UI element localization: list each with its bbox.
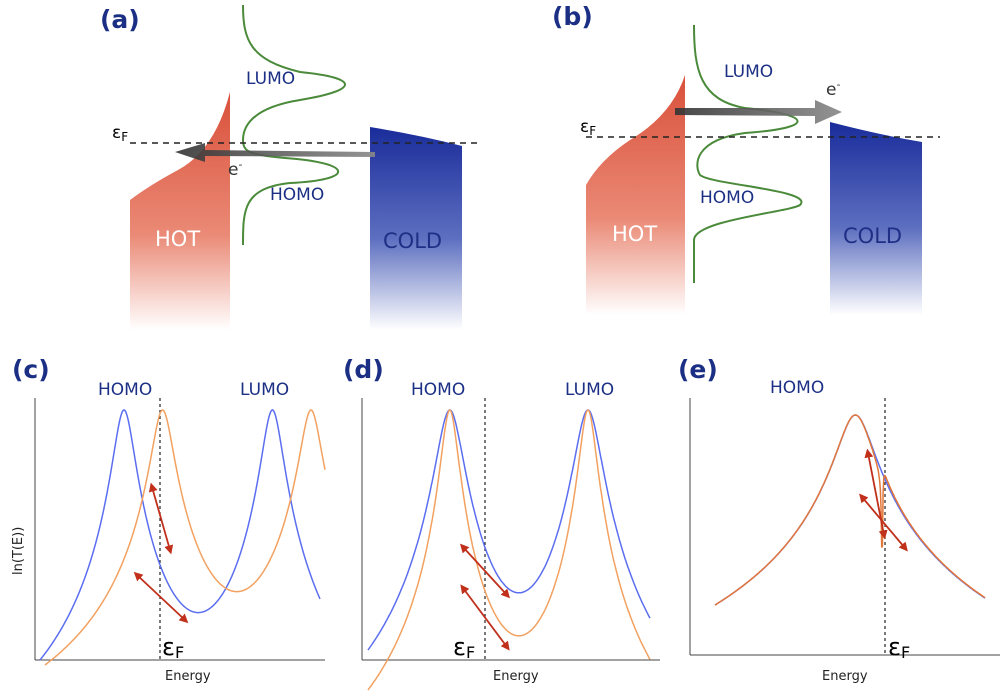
arrow-d-lower <box>460 584 510 651</box>
curve-blue-c <box>39 409 321 661</box>
cold-label-b: COLD <box>843 224 902 248</box>
fermi-label-d: εF <box>453 633 475 662</box>
panel-c-label: (c) <box>12 355 50 384</box>
fermi-label-c: εF <box>162 633 184 662</box>
electron-arrow-a <box>175 143 375 162</box>
lumo-label-a: LUMO <box>246 69 295 89</box>
hot-electrode-b <box>586 75 685 315</box>
hot-label-b: HOT <box>612 222 657 246</box>
arrow-c-upper <box>148 482 174 555</box>
homo-label-d: HOMO <box>411 380 465 400</box>
panel-a: (a) LUMO HOMO εF e- HOT COLD <box>100 4 480 330</box>
curve-orange-e <box>714 414 986 606</box>
panel-d: (d) Energy HOMO LUMO εF <box>343 355 660 691</box>
lumo-label-b: LUMO <box>724 62 773 82</box>
cold-electrode-a <box>370 127 462 330</box>
panel-b: (b) LUMO HOMO εF e- HOT COLD <box>552 2 940 315</box>
hot-label-a: HOT <box>155 227 200 251</box>
homo-label-c: HOMO <box>98 380 152 400</box>
molecular-orbital-curve-b <box>693 24 803 283</box>
lumo-label-d: LUMO <box>565 380 614 400</box>
panel-c: (c) ln(T(E)) Energy HOMO LUMO εF <box>11 355 326 684</box>
y-axis-label: ln(T(E)) <box>11 527 26 575</box>
x-axis-label-e: Energy <box>822 669 868 684</box>
arrow-e-shallow <box>859 493 908 552</box>
fermi-label-b: εF <box>580 117 596 138</box>
hot-electrode-a <box>130 92 230 330</box>
homo-label-e: HOMO <box>770 378 824 398</box>
cold-label-a: COLD <box>383 229 442 253</box>
panel-a-label: (a) <box>100 5 140 34</box>
x-axis-label-d: Energy <box>493 669 539 684</box>
panel-e-label: (e) <box>678 355 718 384</box>
panel-e: (e) Energy HOMO εF <box>678 355 1000 684</box>
arrow-c-lower <box>133 571 189 624</box>
curve-orange-c <box>44 409 326 666</box>
panel-d-label: (d) <box>343 355 384 384</box>
fermi-label-e: εF <box>888 633 910 662</box>
cold-electrode-b <box>830 122 922 315</box>
curve-orange-d <box>367 409 651 691</box>
lumo-label-c: LUMO <box>240 380 289 400</box>
arrow-e-steep <box>864 448 888 540</box>
x-axis-label-c: Energy <box>165 669 211 684</box>
homo-label-b: HOMO <box>700 188 754 208</box>
electron-label-a: e- <box>228 158 242 180</box>
electron-label-b: e- <box>826 78 840 100</box>
molecular-orbital-curve-a <box>241 4 346 246</box>
panel-b-label: (b) <box>552 2 593 31</box>
electron-arrow-b <box>675 100 842 124</box>
homo-label-a: HOMO <box>270 185 324 205</box>
fermi-label-a: εF <box>112 123 128 144</box>
